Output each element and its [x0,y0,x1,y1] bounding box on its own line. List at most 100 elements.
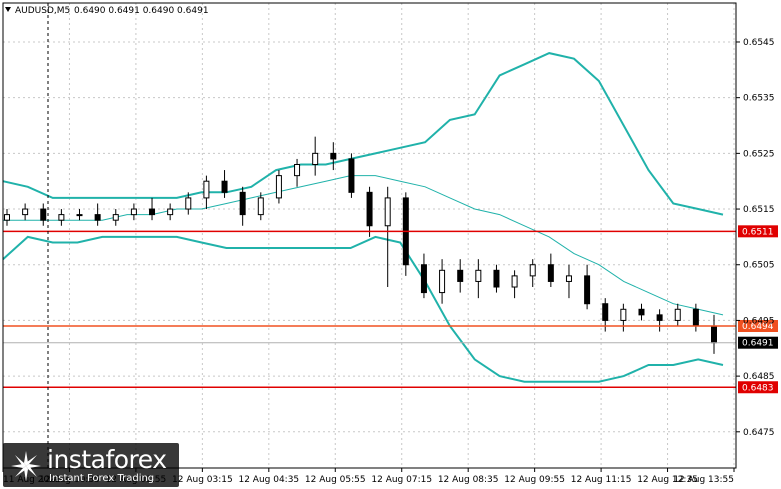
candle [94,203,101,226]
level-0-6494-label: 0.6494 [742,322,774,332]
level-0-6511-price-tag [738,225,778,238]
time-tick-label: 12 Aug 03:15 [172,475,233,485]
candle [239,186,246,226]
candle-body [239,191,246,216]
candle [547,253,554,288]
candle-body [22,208,29,216]
candle-body [475,269,482,282]
candle-body [511,275,518,288]
candle [529,259,536,288]
candle-body [384,197,391,227]
candle [167,203,174,221]
candle [203,175,210,210]
candle-body [312,152,319,165]
candle-body [692,308,699,327]
candle-body [330,152,337,160]
candle-body [167,208,174,216]
candle-body [203,180,210,199]
candle-body [4,214,10,221]
candle [185,192,192,215]
price-axis: 0.65450.65350.65250.65150.65050.64950.64… [736,38,775,438]
candle [420,253,427,299]
bollinger-lower-band [2,235,724,383]
level-0-6483-label: 0.6483 [742,383,774,393]
candle [439,259,446,304]
candle [22,203,29,221]
candle [312,136,319,176]
candle [656,309,663,332]
candle [457,259,464,293]
candle-body [130,208,137,216]
candle-body [149,208,156,216]
candle [674,303,681,326]
candle-body [221,180,228,193]
price-tick-label: 0.6545 [743,38,775,48]
candle [384,186,391,288]
time-tick-label: 12 Aug 07:15 [371,475,432,485]
logo-burst-icon [11,451,41,481]
bollinger-bands [2,52,724,383]
candle [493,264,500,293]
candle-body [275,175,282,199]
ohlc-values: 0.6490 0.6491 0.6490 0.6491 [74,6,209,16]
price-tick-label: 0.6485 [743,372,775,382]
candle-body [674,308,681,321]
price-tick-label: 0.6495 [743,316,775,326]
candle-body [493,269,500,288]
candle-body [656,314,663,321]
candle [40,203,47,226]
chart-menu-triangle-icon[interactable] [5,7,11,12]
level-0-6494-price-tag [738,319,778,332]
candle [112,209,119,226]
current-price-tag [738,336,778,349]
bollinger-middle-band [3,175,724,316]
candle-body [76,214,83,217]
candle [275,170,282,204]
candle-body [257,197,264,216]
candle-body [439,269,446,294]
candle [584,264,591,310]
candle [475,259,482,299]
logo-brand-text: instaforex [47,445,167,474]
candle-body [94,214,101,221]
candle-body [58,214,65,221]
candle [149,197,156,221]
candle [130,203,137,221]
candle-body [584,275,591,305]
time-tick-label: 12 Aug 08:35 [438,475,499,485]
time-tick-label: 12 Aug 05:55 [305,475,366,485]
candle [348,153,355,198]
candle [58,209,65,226]
level-0-6511-label: 0.6511 [742,227,774,237]
plot-frame [2,2,737,469]
candle [221,170,228,198]
time-tick-label: 12 Aug 04:35 [238,475,299,485]
candle-body [529,264,536,277]
level-0-6483-price-tag [738,381,778,394]
horizontal-levels[interactable]: 0.6511 0.6494 0.6483 0.6491 [3,225,778,394]
candle-body [40,208,47,221]
price-tick-label: 0.6505 [743,261,775,271]
symbol-label: AUDUSD,M5 [15,6,70,16]
price-tick-label: 0.6475 [743,428,775,438]
time-tick-label: 12 Aug 09:55 [504,475,565,485]
candle-body [638,308,645,316]
time-tick-label: 12 Aug 11:15 [571,475,632,485]
candle-body [366,191,373,227]
candle [257,192,264,221]
price-tick-label: 0.6525 [743,149,775,159]
candle-body [547,264,554,282]
candle [294,158,301,187]
candle-body [620,308,627,321]
candle [511,270,518,299]
candle-body [711,325,717,344]
candle [638,303,645,321]
candle-body [112,214,119,221]
candle-body [602,303,609,321]
price-tick-label: 0.6515 [743,205,775,215]
candle-body [457,269,464,282]
time-tick-label: 12 Aug 13:55 [673,475,734,485]
candle [4,209,10,226]
bollinger-upper-band [2,52,724,216]
